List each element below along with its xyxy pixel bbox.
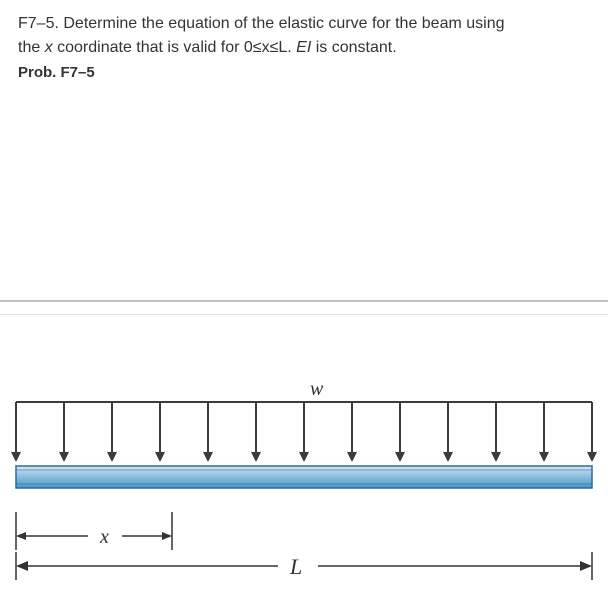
- line2-p2: coordinate that is valid for 0≤x≤L.: [53, 39, 296, 56]
- line2-EI: EI: [296, 39, 311, 56]
- line2-x: x: [45, 39, 53, 56]
- x-label: x: [100, 526, 109, 549]
- w-label: w: [310, 378, 323, 401]
- problem-label: Prob. F7–5: [0, 60, 608, 81]
- line2-p3: is constant.: [311, 39, 396, 56]
- separator-line-2: [0, 314, 608, 315]
- beam-diagram: w x L: [0, 360, 608, 600]
- beam-svg: [0, 360, 608, 600]
- line1: F7–5. Determine the equation of the elas…: [18, 15, 505, 32]
- L-label: L: [290, 554, 302, 580]
- line2-p1: the: [18, 39, 45, 56]
- separator-line: [0, 300, 608, 302]
- problem-statement: F7–5. Determine the equation of the elas…: [0, 0, 608, 60]
